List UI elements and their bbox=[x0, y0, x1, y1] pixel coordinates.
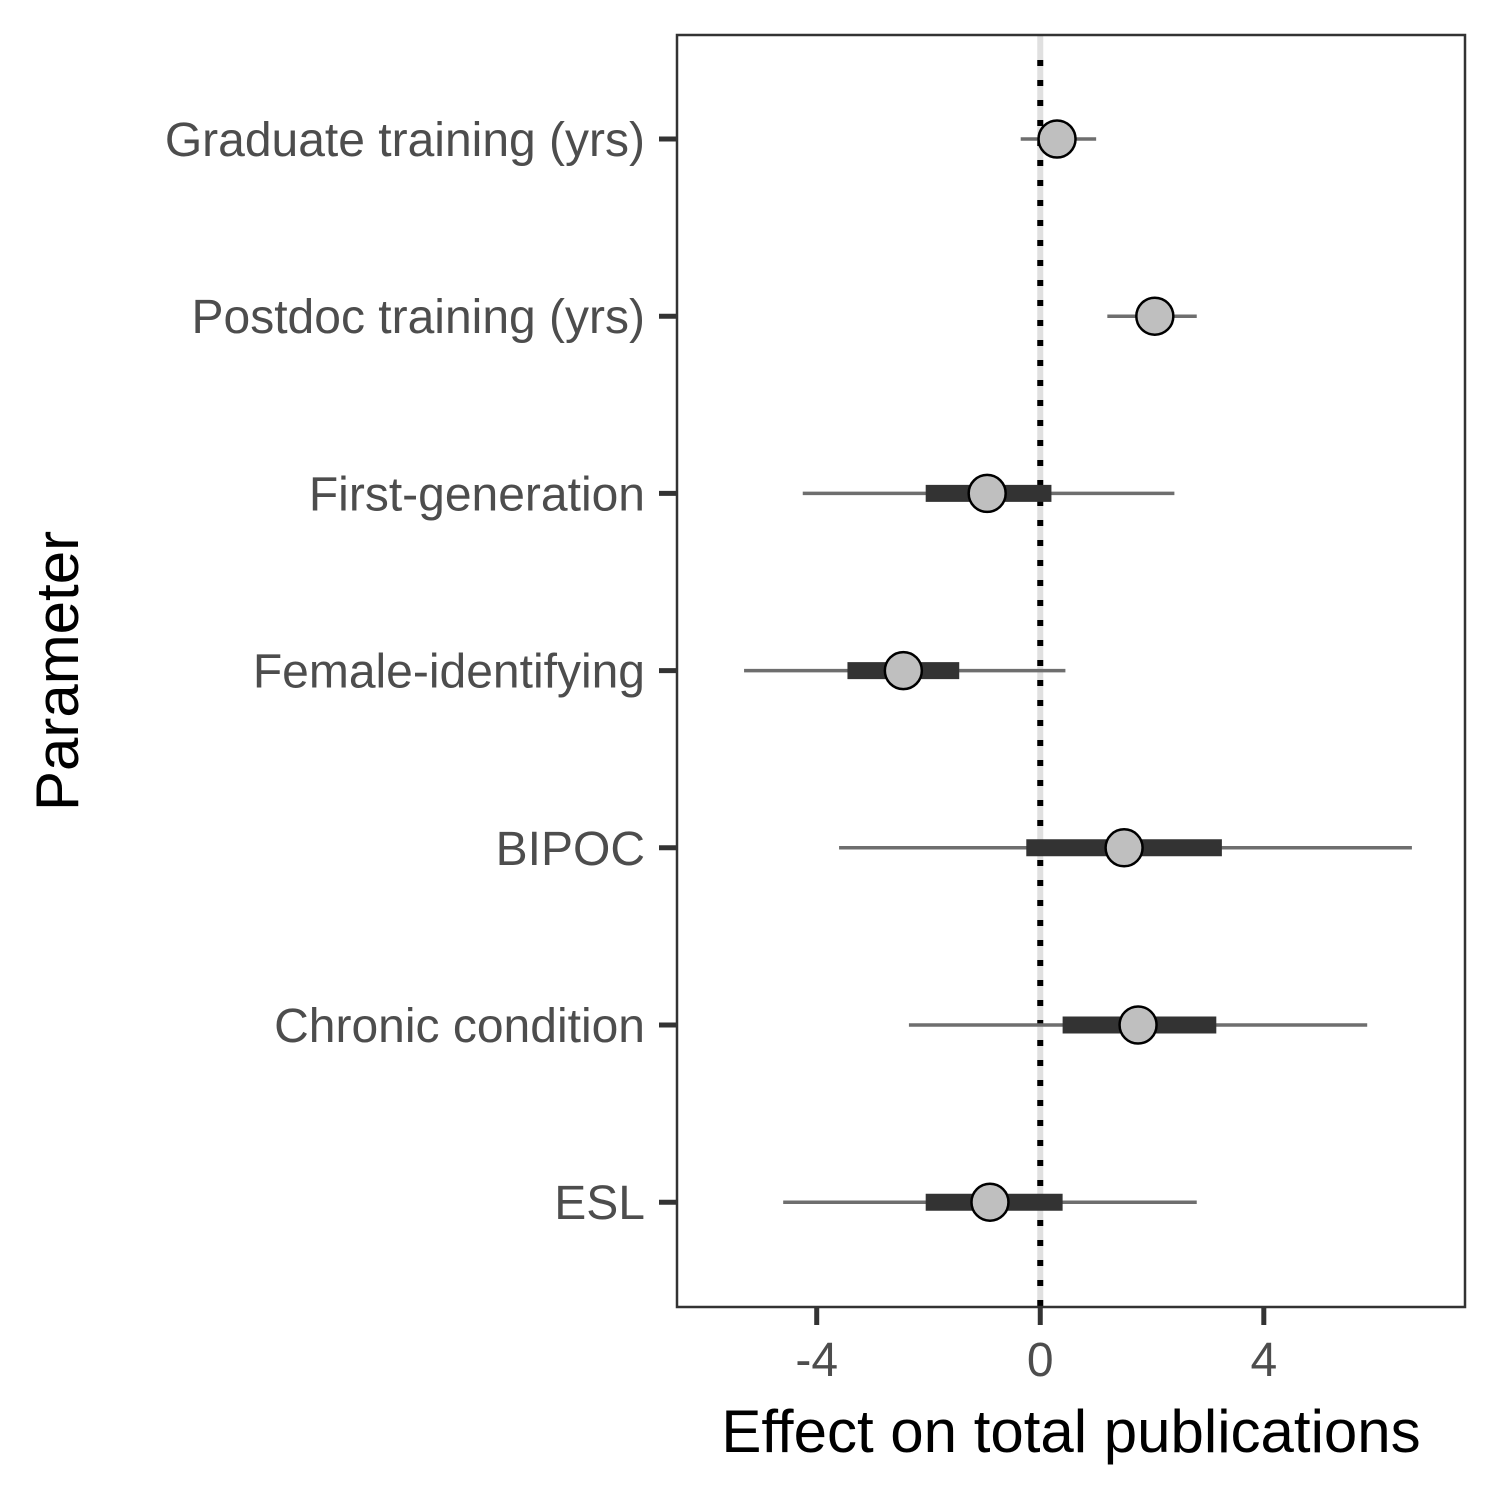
y-tick-label: First-generation bbox=[309, 468, 645, 521]
y-tick-label: BIPOC bbox=[496, 823, 645, 876]
point-estimate bbox=[1118, 1005, 1158, 1045]
y-axis: Graduate training (yrs) Postdoc training … bbox=[165, 114, 677, 1230]
point-estimate bbox=[883, 650, 924, 691]
point-estimate bbox=[1104, 828, 1144, 868]
y-tick-label: Postdoc training (yrs) bbox=[192, 291, 646, 344]
x-tick-label: 4 bbox=[1250, 1334, 1277, 1387]
y-tick-label: Chronic condition bbox=[274, 1000, 645, 1053]
point-estimate bbox=[967, 473, 1007, 514]
x-axis-title: Effect on total publications bbox=[721, 1398, 1420, 1465]
y-axis-title: Parameter bbox=[24, 531, 91, 811]
point-estimate bbox=[1135, 296, 1175, 336]
y-tick-label: Female-identifying bbox=[253, 646, 645, 699]
x-axis: -4 0 4 bbox=[795, 1307, 1277, 1387]
x-tick-label: -4 bbox=[795, 1334, 838, 1387]
x-tick-label: 0 bbox=[1027, 1334, 1054, 1387]
y-tick-label: Graduate training (yrs) bbox=[165, 114, 645, 167]
point-estimate bbox=[970, 1182, 1010, 1222]
point-layer bbox=[883, 119, 1175, 1222]
interval-layer bbox=[744, 137, 1412, 1211]
point-estimate bbox=[1037, 119, 1077, 159]
y-tick-label: ESL bbox=[554, 1177, 645, 1230]
